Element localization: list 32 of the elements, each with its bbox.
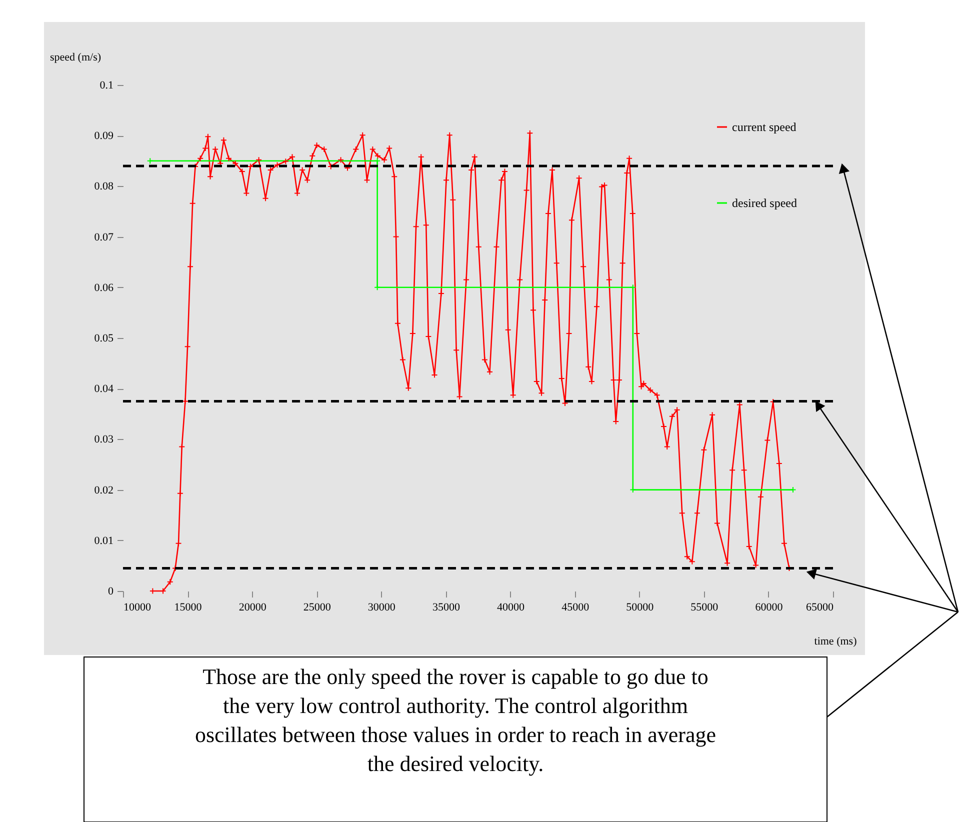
- y-tick-label: 0.08: [94, 180, 114, 193]
- x-axis-title: time (ms): [814, 636, 858, 648]
- y-tick-label: 0.09: [94, 130, 114, 142]
- x-tick-label: 60000: [755, 602, 784, 614]
- x-tick-label: 55000: [690, 602, 719, 614]
- x-tick-label: 45000: [562, 602, 590, 614]
- y-tick-label: 0.03: [94, 434, 114, 446]
- y-tick-label: 0.06: [94, 282, 114, 294]
- x-tick-label: 10000: [124, 602, 152, 614]
- point: [374, 158, 381, 164]
- x-tick-label: 40000: [497, 602, 526, 614]
- point: [630, 284, 636, 291]
- x-tick-label: 65000: [806, 602, 834, 614]
- y-tick-label: 0.02: [94, 484, 114, 496]
- x-tick-label: 15000: [174, 602, 202, 614]
- y-tick-label: 0.01: [94, 534, 114, 547]
- x-tick-label: 50000: [626, 602, 654, 614]
- y-tick-label: 0.1: [100, 80, 114, 92]
- y-tick-label: 0.07: [94, 231, 114, 244]
- point: [630, 486, 636, 494]
- x-tick-label: 30000: [368, 602, 396, 614]
- y-axis-title: speed (m/s): [50, 52, 102, 64]
- text: Those are the only speed the rover is capable to go due to the very low control authority. The control algorithm oscillates between those values in order to reach in average the desired velocity.: [194, 664, 716, 776]
- point: [374, 284, 381, 291]
- legend-label: current speed: [732, 120, 796, 134]
- y-tick-label: 0.05: [94, 332, 114, 344]
- x-tick-label: 20000: [238, 602, 267, 614]
- legend-label: desired speed: [732, 196, 797, 210]
- x-tick-label: 35000: [432, 602, 460, 614]
- x-tick-label: 25000: [303, 602, 332, 614]
- y-tick-label: 0: [108, 586, 114, 598]
- y-tick-label: 0.04: [94, 383, 114, 396]
